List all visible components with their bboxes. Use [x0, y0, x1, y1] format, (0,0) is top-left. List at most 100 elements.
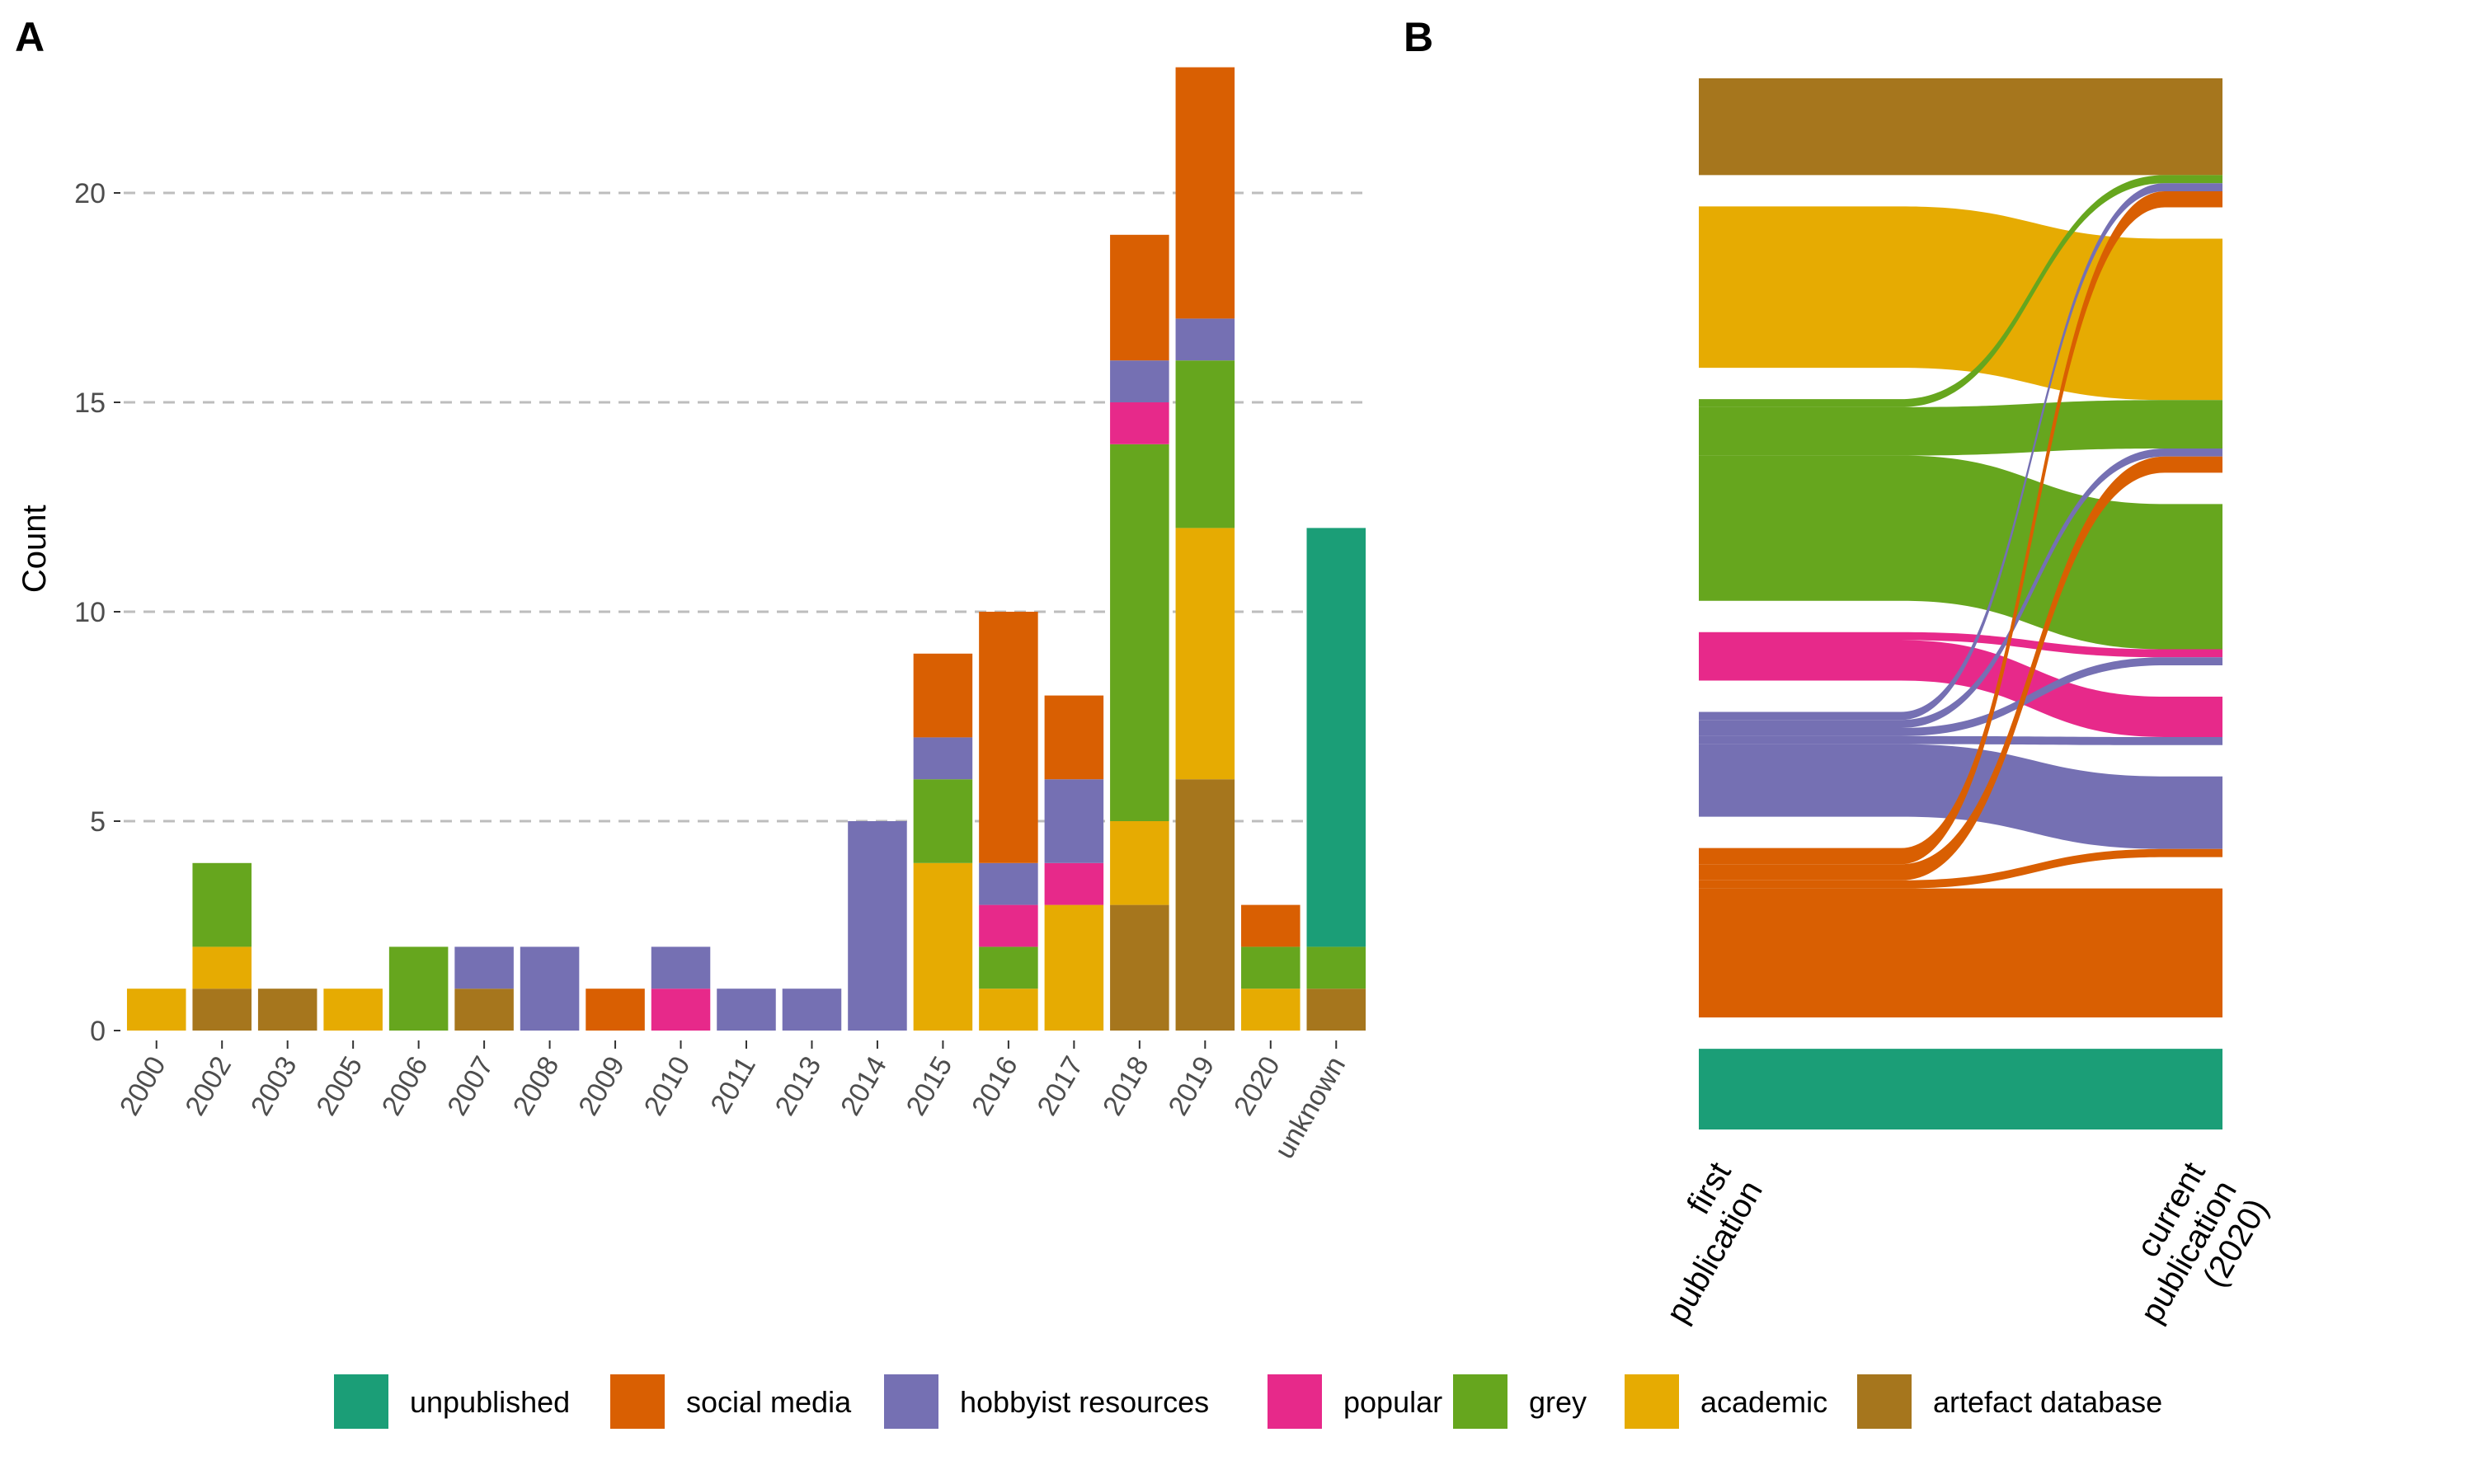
panel-a-label: A — [15, 14, 45, 60]
x-tick-label-2020: 2020 — [1228, 1051, 1286, 1121]
bar-popular-2017 — [1044, 862, 1104, 905]
x-tick-label-2017: 2017 — [1032, 1051, 1090, 1121]
bar-grey-2006 — [388, 946, 449, 1031]
bar-academic-2018 — [1110, 821, 1169, 905]
bar-popular-2018 — [1110, 402, 1169, 444]
bar-artefact-database-unknown — [1306, 989, 1366, 1031]
flow-artefact-database-to-artefact-database — [1699, 78, 2222, 176]
legend-label-social-media: social media — [686, 1385, 852, 1419]
x-tick-label-2005: 2005 — [310, 1051, 369, 1121]
bar-hobbyist-resources-2019 — [1175, 318, 1235, 361]
x-tick-label-2014: 2014 — [835, 1051, 893, 1121]
bar-hobbyist-resources-2011 — [717, 989, 776, 1031]
bar-academic-2005 — [323, 989, 383, 1031]
bar-hobbyist-resources-2015 — [913, 737, 973, 780]
alluvial-axis-label-first: firstpublication — [1628, 1157, 1770, 1330]
bar-hobbyist-resources-2013 — [782, 989, 842, 1031]
legend-swatch-social-media — [610, 1374, 665, 1429]
bar-social-media-2009 — [586, 989, 645, 1031]
alluvial-axis-label-current: currentpublication(2020) — [2102, 1157, 2275, 1348]
legend-label-academic: academic — [1700, 1385, 1827, 1419]
bar-grey-2002 — [192, 862, 252, 947]
x-tick-label-2009: 2009 — [572, 1051, 631, 1121]
bar-artefact-database-2018 — [1110, 904, 1169, 1031]
x-tick-label-2006: 2006 — [376, 1051, 435, 1121]
bar-social-media-2015 — [913, 653, 973, 738]
bar-hobbyist-resources-2010 — [651, 946, 711, 989]
x-tick-label-2019: 2019 — [1163, 1051, 1221, 1121]
legend-label-artefact-database: artefact database — [1933, 1385, 2162, 1419]
legend-label-unpublished: unpublished — [410, 1385, 570, 1419]
legend: unpublished social media hobbyist resource… — [334, 1374, 2162, 1429]
bar-hobbyist-resources-2017 — [1044, 779, 1104, 863]
legend-label-hobbyist-resources: hobbyist resources — [960, 1385, 1209, 1419]
flow-social-media-to-social-media — [1699, 888, 2222, 1018]
legend-swatch-hobbyist-resources — [884, 1374, 938, 1429]
y-axis-title: Count — [16, 505, 53, 593]
flow-social-media-to-hobbyist-resources — [1699, 848, 2222, 889]
y-tick-label: 5 — [90, 806, 106, 838]
bar-grey-2016 — [979, 946, 1038, 989]
bar-artefact-database-2019 — [1175, 779, 1235, 1031]
bar-popular-2016 — [979, 904, 1038, 947]
alluvial-chart: firstpublication currentpublication(2020) — [1628, 78, 2275, 1348]
bar-hobbyist-resources-2008 — [520, 946, 580, 1031]
x-tick-label-2010: 2010 — [638, 1051, 697, 1121]
x-tick-label-2002: 2002 — [179, 1051, 238, 1121]
x-tick-label-2011: 2011 — [704, 1051, 761, 1119]
flow-popular-to-grey — [1699, 632, 2222, 658]
x-tick-label-2003: 2003 — [245, 1051, 303, 1121]
y-tick-label: 0 — [90, 1016, 106, 1047]
flow-hobbyist-resources-to-popular — [1699, 735, 2222, 745]
bar-hobbyist-resources-2018 — [1110, 360, 1169, 402]
bar-grey-unknown — [1306, 946, 1366, 989]
legend-label-popular: popular — [1343, 1385, 1442, 1419]
bar-grey-2019 — [1175, 360, 1235, 528]
bar-grey-2015 — [913, 779, 973, 863]
bar-social-media-2016 — [979, 612, 1038, 863]
bar-academic-2020 — [1241, 989, 1300, 1031]
y-tick-label: 20 — [74, 178, 106, 209]
bar-academic-2019 — [1175, 528, 1235, 780]
bar-hobbyist-resources-2007 — [454, 946, 514, 989]
bar-popular-2010 — [651, 989, 711, 1031]
bar-academic-2002 — [192, 946, 252, 989]
bar-unpublished-unknown — [1306, 528, 1366, 947]
bar-social-media-2017 — [1044, 695, 1104, 780]
x-tick-label-2015: 2015 — [901, 1051, 959, 1121]
bar-hobbyist-resources-2016 — [979, 862, 1038, 905]
bar-artefact-database-2003 — [257, 989, 317, 1031]
x-tick-label-2000: 2000 — [114, 1051, 172, 1121]
legend-swatch-artefact-database — [1857, 1374, 1912, 1429]
legend-swatch-grey — [1453, 1374, 1507, 1429]
bar-hobbyist-resources-2014 — [848, 821, 907, 1031]
x-tick-label-2016: 2016 — [966, 1051, 1024, 1121]
flow-unpublished-to-unpublished — [1699, 1049, 2222, 1129]
panel-b-label: B — [1404, 14, 1433, 60]
bar-grey-2020 — [1241, 946, 1300, 989]
bar-academic-2017 — [1044, 904, 1104, 1031]
bar-academic-2000 — [126, 989, 186, 1031]
legend-label-grey: grey — [1529, 1385, 1587, 1419]
bar-artefact-database-2007 — [454, 989, 514, 1031]
flow-grey-to-grey — [1699, 455, 2222, 650]
bar-grey-2018 — [1110, 444, 1169, 821]
flow-popular-to-popular — [1699, 640, 2222, 737]
y-tick-label: 15 — [74, 387, 106, 419]
y-tick-label: 10 — [74, 597, 106, 628]
bar-artefact-database-2002 — [192, 989, 252, 1031]
bar-social-media-2019 — [1175, 67, 1235, 319]
x-tick-label-2008: 2008 — [507, 1051, 566, 1121]
bar-academic-2016 — [979, 989, 1038, 1031]
bar-academic-2015 — [913, 862, 973, 1031]
legend-swatch-academic — [1625, 1374, 1679, 1429]
legend-swatch-unpublished — [334, 1374, 388, 1429]
x-tick-label-2018: 2018 — [1097, 1051, 1155, 1121]
legend-swatch-popular — [1268, 1374, 1322, 1429]
bar-social-media-2018 — [1110, 234, 1169, 361]
flow-grey-to-academic — [1699, 400, 2222, 456]
flow-hobbyist-resources-to-grey — [1699, 657, 2222, 736]
bar-social-media-2020 — [1241, 904, 1300, 947]
